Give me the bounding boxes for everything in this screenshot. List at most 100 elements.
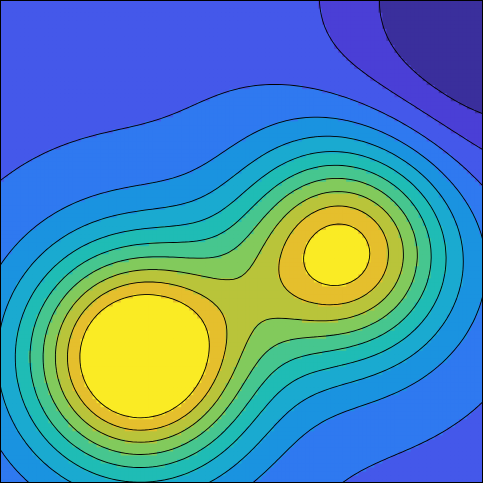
contour-cell bbox=[270, 378, 275, 383]
contour-cell bbox=[4, 326, 9, 331]
contour-cell bbox=[358, 354, 363, 359]
contour-cell bbox=[451, 475, 456, 480]
contour-cell bbox=[169, 350, 174, 355]
contour-cell bbox=[44, 475, 49, 480]
contour-cell bbox=[366, 411, 371, 416]
contour-cell bbox=[145, 447, 150, 452]
contour-cell bbox=[205, 322, 210, 327]
contour-cell bbox=[463, 342, 468, 347]
contour-cell bbox=[358, 338, 363, 343]
contour-cell bbox=[407, 419, 412, 424]
contour-cell bbox=[101, 427, 106, 432]
contour-cell bbox=[403, 435, 408, 440]
contour-cell bbox=[213, 354, 218, 359]
contour-cell bbox=[149, 326, 154, 331]
contour-cell bbox=[101, 407, 106, 412]
contour-cell bbox=[467, 463, 472, 468]
contour-cell bbox=[475, 447, 480, 452]
contour-cell bbox=[32, 350, 37, 355]
contour-cell bbox=[366, 342, 371, 347]
contour-cell bbox=[213, 366, 218, 371]
contour-cell bbox=[407, 407, 412, 412]
contour-cell bbox=[419, 475, 424, 480]
contour-cell bbox=[475, 326, 480, 331]
contour-cell bbox=[459, 471, 464, 476]
contour-cell bbox=[366, 386, 371, 391]
contour-cell bbox=[455, 459, 460, 464]
contour-cell bbox=[463, 394, 468, 399]
contour-cell bbox=[294, 475, 299, 480]
contour-cell bbox=[298, 394, 303, 399]
contour-cell bbox=[81, 322, 86, 327]
contour-cell bbox=[153, 314, 158, 319]
contour-cell bbox=[121, 358, 126, 363]
contour-cell bbox=[48, 427, 53, 432]
contour-cell bbox=[181, 318, 186, 323]
contour-cell bbox=[133, 398, 138, 403]
contour-cell bbox=[435, 350, 440, 355]
contour-cell bbox=[125, 447, 130, 452]
contour-cell bbox=[378, 471, 383, 476]
contour-cell bbox=[153, 455, 158, 460]
contour-cell bbox=[44, 431, 49, 436]
contour-cell bbox=[48, 459, 53, 464]
contour-cell bbox=[338, 350, 343, 355]
contour-cell bbox=[419, 330, 424, 335]
contour-cell bbox=[451, 435, 456, 440]
contour-cell bbox=[475, 455, 480, 460]
contour-cell bbox=[250, 411, 255, 416]
contour-cell bbox=[326, 451, 331, 456]
contour-cell bbox=[233, 386, 238, 391]
contour-cell bbox=[145, 443, 150, 448]
contour-cell bbox=[394, 370, 399, 375]
contour-cell bbox=[64, 378, 69, 383]
contour-cell bbox=[36, 475, 41, 480]
contour-cell bbox=[302, 342, 307, 347]
contour-cell bbox=[161, 471, 166, 476]
contour-cell bbox=[431, 346, 436, 351]
contour-cell bbox=[141, 471, 146, 476]
contour-cell bbox=[242, 374, 247, 379]
contour-cell bbox=[52, 390, 57, 395]
contour-cell bbox=[229, 314, 234, 319]
contour-cell bbox=[52, 330, 57, 335]
contour-cell bbox=[302, 362, 307, 367]
contour-cell bbox=[109, 370, 114, 375]
contour-cell bbox=[24, 354, 29, 359]
contour-cell bbox=[105, 374, 110, 379]
contour-cell bbox=[411, 370, 416, 375]
contour-cell bbox=[306, 459, 311, 464]
contour-cell bbox=[354, 354, 359, 359]
contour-cell bbox=[423, 390, 428, 395]
contour-cell bbox=[149, 423, 154, 428]
contour-cell bbox=[20, 374, 25, 379]
contour-cell bbox=[342, 370, 347, 375]
contour-cell bbox=[270, 447, 275, 452]
contour-cell bbox=[403, 475, 408, 480]
contour-cell bbox=[411, 322, 416, 327]
contour-cell bbox=[133, 362, 138, 367]
contour-cell bbox=[16, 342, 21, 347]
contour-cell bbox=[12, 386, 17, 391]
contour-cell bbox=[213, 407, 218, 412]
contour-cell bbox=[358, 439, 363, 444]
contour-cell bbox=[177, 362, 182, 367]
contour-cell bbox=[407, 463, 412, 468]
contour-cell bbox=[129, 318, 134, 323]
contour-cell bbox=[415, 411, 420, 416]
contour-cell bbox=[24, 423, 29, 428]
contour-cell bbox=[475, 463, 480, 468]
contour-cell bbox=[407, 338, 412, 343]
contour-cell bbox=[451, 415, 456, 420]
contour-cell bbox=[197, 407, 202, 412]
contour-cell bbox=[173, 334, 178, 339]
contour-cell bbox=[435, 318, 440, 323]
contour-cell bbox=[431, 467, 436, 472]
contour-cell bbox=[254, 342, 259, 347]
contour-cell bbox=[205, 314, 210, 319]
contour-cell bbox=[117, 322, 122, 327]
contour-cell bbox=[12, 390, 17, 395]
contour-cell bbox=[217, 318, 222, 323]
contour-cell bbox=[137, 382, 142, 387]
